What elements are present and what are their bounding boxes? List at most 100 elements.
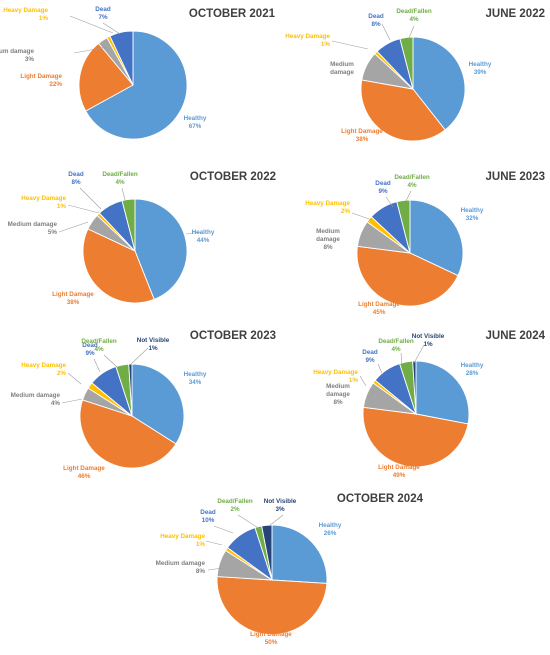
leader-line-dead-fallen (121, 187, 126, 201)
data-label-heavy-damage: Heavy Damage 1% (21, 195, 66, 210)
chart-title: JUNE 2023 (486, 171, 545, 183)
pie-chart-june-2024: JUNE 2024 Healthy 28% Light Damage 49% Medium… (313, 330, 545, 479)
pie-slice-healthy (271, 524, 328, 584)
pie-slice-not-visible (412, 360, 417, 415)
leader-line-dead-fallen (400, 352, 403, 365)
leader-line-dead (79, 187, 102, 210)
leader-line-heavy-damage (67, 372, 82, 385)
pie-slice-light-damage (360, 79, 446, 142)
data-label-dead-fallen: Dead/Fallen 4% (394, 174, 429, 189)
pie-chart-june-2022: JUNE 2022 Healthy 39% Light Damage 38% Medium… (285, 8, 545, 143)
leader-line-heavy-damage (351, 212, 373, 221)
data-label-healthy: Healthy 39% (469, 61, 492, 76)
leader-line-heavy-damage (331, 40, 369, 50)
leader-line-medium-damage (58, 221, 89, 233)
pie-slice-healthy (85, 30, 188, 140)
chart-title: OCTOBER 2024 (337, 493, 424, 505)
pie-chart-october-2023: OCTOBER 2023 Healthy 34% Light Damage 46% Med… (11, 330, 276, 480)
data-label-light-damage: Light Damage 45% (358, 301, 400, 316)
data-label-healthy: Healthy 44% (192, 229, 215, 244)
data-label-dead: Dead 9% (375, 180, 391, 195)
pie-slice-healthy (412, 36, 466, 131)
pie-slice-light-damage (79, 399, 177, 469)
data-label-heavy-damage: Heavy Damage 1% (160, 533, 205, 548)
leader-line-heavy-damage (359, 375, 367, 387)
data-label-medium-damage: Medium damage 8% (326, 383, 350, 406)
pie-slice-dead-fallen (121, 198, 136, 252)
data-label-medium-damage: Medium damage 5% (8, 221, 58, 236)
chart-title: JUNE 2022 (486, 8, 545, 20)
leader-line-dead-fallen (237, 514, 261, 530)
data-label-healthy: Healthy 28% (461, 362, 484, 377)
data-label-dead: Dead 8% (368, 13, 384, 28)
data-label-heavy-damage: Heavy Damage 1% (313, 369, 358, 384)
leader-line-dead-fallen (405, 190, 412, 202)
data-label-heavy-damage: Heavy Damage 2% (21, 362, 66, 377)
leader-line-dead (93, 358, 101, 373)
leader-line-not-visible (413, 344, 425, 364)
leader-line-dead (213, 525, 234, 534)
data-label-dead-fallen: Dead/Fallen 4% (396, 8, 431, 23)
leader-line-heavy-damage (67, 204, 100, 214)
leader-line-heavy-damage (69, 15, 114, 34)
pie-slice-healthy (415, 360, 470, 425)
data-label-dead: Dead 9% (362, 349, 378, 364)
data-label-medium-damage: Medium damage 8% (316, 228, 340, 251)
data-label-dead-fallen: Dead/Fallen 4% (102, 171, 137, 186)
data-label-dead: Dead 8% (68, 171, 84, 186)
data-label-medium-damage: Medium damage 4% (11, 392, 61, 407)
leader-line-not-visible (268, 514, 284, 527)
pie-slice-light-damage (78, 42, 134, 112)
chart-title: OCTOBER 2023 (190, 330, 276, 342)
leader-line-dead-fallen (103, 354, 118, 368)
leader-line-dead (377, 363, 383, 374)
chart-title: OCTOBER 2021 (189, 8, 276, 20)
chart-title: OCTOBER 2022 (190, 171, 276, 183)
leader-line-medium-damage (207, 567, 224, 571)
leader-line-heavy-damage (205, 540, 223, 546)
pie-chart-june-2023: JUNE 2023 Healthy 32% Light Damage 45% Medium… (305, 171, 545, 316)
data-label-light-damage: Light Damage 22% (20, 73, 62, 88)
data-label-dead: Dead 7% (95, 6, 111, 21)
leader-line-healthy (185, 231, 204, 235)
leader-line-dead (385, 196, 394, 208)
leader-line-dead (381, 23, 391, 41)
data-label-not-visible: Not Visible 1% (137, 337, 170, 352)
pie-slice-dead-fallen (396, 199, 411, 254)
data-label-healthy: Healthy 26% (319, 522, 342, 537)
data-label-light-damage: Light Damage 50% (250, 631, 292, 646)
data-label-healthy: Healthy 32% (461, 207, 484, 222)
chart-title: JUNE 2024 (486, 330, 546, 342)
data-label-healthy: Healthy 34% (184, 371, 207, 386)
data-label-dead-fallen: Dead/Fallen 4% (81, 338, 116, 353)
pie-slice-healthy (409, 199, 464, 277)
pie-slice-not-visible (128, 363, 133, 417)
data-label-dead-fallen: Dead/Fallen 2% (217, 498, 252, 513)
leader-line-dead-fallen (408, 25, 415, 39)
leader-line-dead (102, 22, 121, 35)
leader-line-medium-damage (73, 46, 108, 54)
pie-slice-healthy (134, 198, 188, 300)
pie-slice-light-damage (356, 245, 459, 307)
data-label-heavy-damage: Heavy Damage 1% (285, 33, 330, 48)
data-label-dead: Dead 9% (82, 342, 98, 357)
data-label-light-damage: Light Damage 38% (341, 128, 383, 143)
data-label-dead: Dead 10% (200, 509, 216, 524)
data-label-dead-fallen: Dead/Fallen 4% (378, 338, 413, 353)
pie-chart-october-2022: OCTOBER 2022 Healthy 44% Light Damage 38% Med… (8, 171, 276, 306)
data-label-heavy-damage: Heavy Damage 1% (3, 7, 48, 22)
data-label-heavy-damage: Heavy Damage 2% (305, 200, 350, 215)
data-label-light-damage: Light Damage 49% (378, 464, 420, 479)
data-label-light-damage: Light Damage 46% (63, 465, 105, 480)
data-label-medium-damage: Medium damage (330, 61, 354, 76)
pie-slice-light-damage (82, 228, 155, 304)
pie-slice-light-damage (216, 576, 328, 635)
pie-slice-not-visible (261, 524, 273, 581)
pie-slice-dead (109, 30, 134, 86)
pie-slice-light-damage (362, 406, 469, 468)
pie-chart-october-2024: OCTOBER 2024 Healthy 26% Light Damage 50% Med… (156, 493, 424, 646)
data-label-medium-damage: Medium damage 8% (156, 560, 206, 575)
